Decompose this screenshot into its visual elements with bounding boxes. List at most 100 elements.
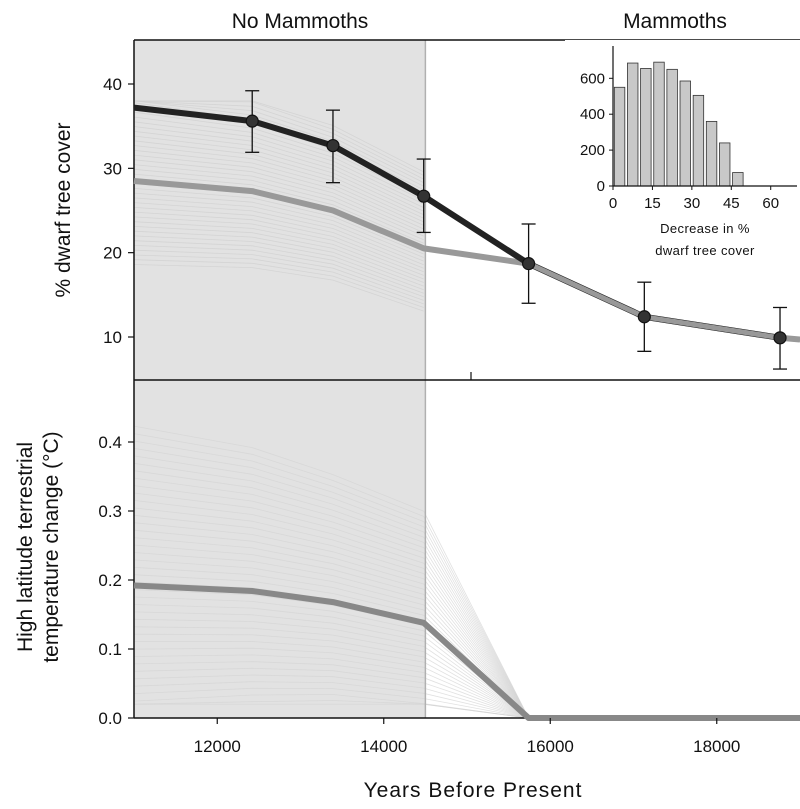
ensemble-line-top <box>133 192 424 258</box>
ensemble-line-bottom <box>133 626 529 719</box>
ensemble-line-bottom <box>133 433 529 719</box>
ensemble-line-bottom <box>133 507 529 719</box>
ensemble-line-bottom <box>133 694 529 719</box>
data-point <box>326 138 340 153</box>
ensemble-line-top <box>133 135 424 216</box>
inset-x-axis-title-line1: Decrease in % <box>660 221 750 236</box>
temperature-change-series <box>133 582 800 721</box>
ensemble-line-bottom <box>133 470 529 719</box>
ensemble-line-top <box>133 226 424 283</box>
bottom-y-tick-label: 0.2 <box>98 571 122 590</box>
ensemble-line-bottom <box>133 462 529 719</box>
ensemble-line-top <box>133 254 424 305</box>
inset-bar <box>640 68 652 187</box>
x-tick-label: 18000 <box>693 737 740 756</box>
ensemble-line-top <box>133 207 424 269</box>
x-tick-label: 14000 <box>360 737 407 756</box>
data-point <box>522 257 536 271</box>
inset-y-tick-label: 200 <box>580 142 605 159</box>
x-tick-label: 16000 <box>527 737 574 756</box>
ensemble-line-bottom <box>133 440 529 719</box>
dwarf-tree-cover-series <box>133 90 800 370</box>
ensemble-line-top <box>133 100 424 176</box>
inset-x-axis-title-line2: dwarf tree cover <box>655 243 755 258</box>
ensemble-line-top <box>133 159 424 233</box>
inset-x-tick-label: 60 <box>762 195 779 212</box>
ensemble-line-bottom <box>133 529 529 719</box>
ensemble-line-bottom <box>133 687 529 719</box>
ensemble-line-top <box>133 154 424 230</box>
ensemble-line-bottom <box>133 611 529 719</box>
ensemble-line-top <box>133 116 424 201</box>
inset-bar <box>627 62 639 187</box>
ensemble-line-bottom <box>133 654 529 719</box>
bottom-y-tick-label: 0.0 <box>98 709 122 728</box>
top-y-tick-label: 10 <box>103 328 122 347</box>
bottom-y-axis-title-line2: temperature change (°C) <box>40 431 63 662</box>
ensemble-line-top <box>133 230 424 287</box>
inset-bar <box>732 172 744 187</box>
data-point <box>637 310 651 324</box>
ensemble-line-top <box>133 245 424 298</box>
ensemble-line-top <box>133 235 424 291</box>
top-y-tick-label: 20 <box>103 244 122 263</box>
ensemble-line-bottom <box>133 618 529 719</box>
x-axis-title: Years Before Present <box>364 779 583 802</box>
ensemble-line-top <box>133 145 424 223</box>
ensemble-line-bottom <box>133 544 529 719</box>
inset-bar <box>719 142 731 187</box>
inset-bar <box>666 68 678 187</box>
ensemble-line-bottom <box>133 566 529 719</box>
inset-x-tick-label: 0 <box>609 195 617 212</box>
data-point <box>417 189 431 203</box>
ensemble-line-bottom <box>133 647 529 719</box>
inset-y-tick-label: 600 <box>580 70 605 87</box>
ensemble-line-bottom <box>133 681 529 719</box>
data-point <box>245 114 259 128</box>
inset-bar <box>692 94 705 187</box>
inset-bar <box>653 61 665 187</box>
ensemble-line-top <box>133 149 424 226</box>
ensemble-line-top <box>133 211 424 273</box>
inset-bar <box>613 86 626 187</box>
ensemble-line-bottom <box>133 674 529 719</box>
ensemble-line-bottom <box>133 500 529 719</box>
ensemble-line-top <box>134 100 424 173</box>
inset-histogram: 0 200 400 600 0 15 30 45 60 <box>565 40 800 260</box>
inset-bar <box>679 80 691 187</box>
ensemble-line-bottom <box>133 596 529 719</box>
ensemble-line-top <box>133 164 424 237</box>
inset-x-tick-label: 30 <box>684 195 701 212</box>
ensemble-line-top <box>133 111 424 198</box>
bottom-y-tick-label: 0.4 <box>98 433 122 452</box>
bottom-y-tick-label: 0.3 <box>98 502 122 521</box>
ensemble-line-bottom <box>133 514 529 719</box>
ensemble-line-top <box>133 216 424 276</box>
ensemble-line-top <box>133 197 424 262</box>
ensemble-line-top <box>133 221 424 280</box>
ensemble-line-top <box>133 264 424 312</box>
ensemble-line-bottom <box>133 537 529 719</box>
bottom-y-axis-title-line1: High latitude terrestrial <box>14 442 37 652</box>
top-y-tick-label: 30 <box>103 159 122 178</box>
ensemble-line-bottom <box>133 641 529 719</box>
ensemble-line-bottom <box>133 574 529 719</box>
no-mammoths-shaded-region-top <box>134 40 426 380</box>
ensemble-line-top <box>133 126 424 208</box>
ensemble-line-bottom <box>133 477 529 719</box>
inset-x-tick-label: 45 <box>723 195 740 212</box>
ensemble-line-top <box>133 140 424 219</box>
inset-bar <box>705 120 718 187</box>
no-mammoths-shaded-region-bottom <box>134 380 426 718</box>
ensemble-line-bottom <box>133 559 529 719</box>
region-label-no-mammoths: No Mammoths <box>232 10 369 33</box>
ensemble-line-top <box>133 168 424 241</box>
data-point <box>773 331 787 345</box>
ensemble-line-top <box>133 249 424 301</box>
ensemble-line-bottom <box>133 522 529 719</box>
ensemble-line-bottom <box>133 552 529 719</box>
ensemble-line-top <box>133 202 424 266</box>
ensemble-line-top <box>133 100 424 187</box>
